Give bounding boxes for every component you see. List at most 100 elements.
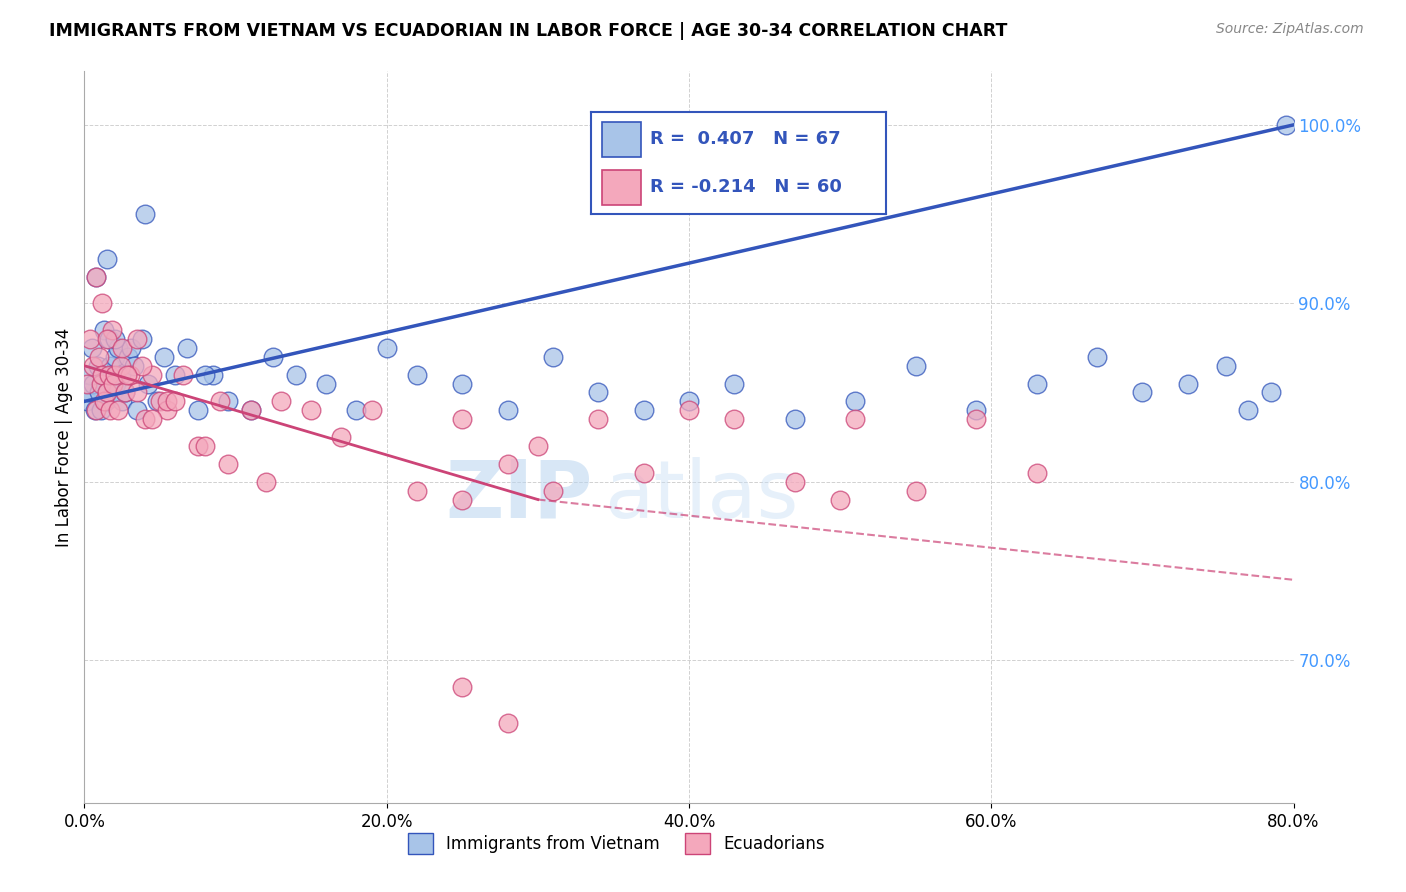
Point [451,680,474,694]
Point [110,359,132,373]
Point [76,376,98,391]
Point [346,403,368,417]
Point [79,332,101,346]
Point [101,385,124,400]
Point [254,475,277,489]
Point [527,439,550,453]
Point [131,359,153,373]
Y-axis label: In Labor Force | Age 30-34: In Labor Force | Age 30-34 [55,327,73,547]
Text: atlas: atlas [605,457,799,534]
Point [115,368,138,382]
Point [965,403,987,417]
Point [118,368,141,382]
Point [496,715,519,730]
Point [176,341,198,355]
Point [110,368,132,382]
Point [79,368,101,382]
Point [1085,350,1108,364]
Point [98,403,121,417]
Point [127,332,149,346]
Text: R = -0.214   N = 60: R = -0.214 N = 60 [650,178,841,196]
Point [89,350,111,364]
Point [299,403,322,417]
Point [239,403,262,417]
Point [783,412,806,426]
Point [844,394,866,409]
Point [96,332,118,346]
Point [134,207,156,221]
Point [844,412,866,426]
Point [104,368,127,382]
Point [96,385,118,400]
Point [723,412,745,426]
Point [97,332,120,346]
Point [217,394,239,409]
Point [100,323,122,337]
Text: ZIP: ZIP [444,457,592,534]
Point [1237,403,1260,417]
Point [91,368,114,382]
Point [451,492,474,507]
Point [94,394,117,409]
Point [97,368,120,382]
Point [93,394,115,409]
Point [107,403,129,417]
Point [91,368,114,382]
Point [141,412,163,426]
Point [201,368,224,382]
Point [90,403,112,417]
Point [82,359,104,373]
Point [96,385,118,400]
Point [541,350,564,364]
Point [90,376,112,391]
Point [86,269,108,284]
Point [451,376,474,391]
Point [82,376,104,391]
Point [165,394,187,409]
Point [588,385,610,400]
Point [105,376,128,391]
Point [194,368,217,382]
Point [86,269,108,284]
Point [496,457,519,471]
Point [76,394,98,409]
Point [451,412,474,426]
Point [1132,385,1154,400]
Point [149,394,172,409]
Point [217,457,239,471]
Point [111,341,134,355]
Point [360,403,382,417]
Point [156,394,179,409]
Point [87,359,110,373]
Point [165,368,187,382]
Point [194,439,217,453]
Point [633,403,655,417]
FancyBboxPatch shape [602,122,641,157]
Point [134,412,156,426]
Point [406,483,429,498]
Text: Source: ZipAtlas.com: Source: ZipAtlas.com [1216,22,1364,37]
Point [91,296,114,310]
Point [783,475,806,489]
Point [156,403,179,417]
Point [1275,118,1298,132]
Point [117,350,139,364]
Point [89,385,111,400]
Point [101,376,124,391]
Point [541,483,564,498]
Point [111,394,134,409]
Point [315,376,337,391]
Point [187,403,209,417]
Point [93,323,115,337]
Point [270,394,292,409]
Point [1025,466,1047,480]
Legend: Immigrants from Vietnam, Ecuadorians: Immigrants from Vietnam, Ecuadorians [401,827,831,860]
Point [633,466,655,480]
Point [187,439,209,453]
Point [127,385,149,400]
Point [1215,359,1237,373]
Point [406,368,429,382]
Point [86,403,108,417]
Point [98,359,121,373]
Point [104,332,127,346]
